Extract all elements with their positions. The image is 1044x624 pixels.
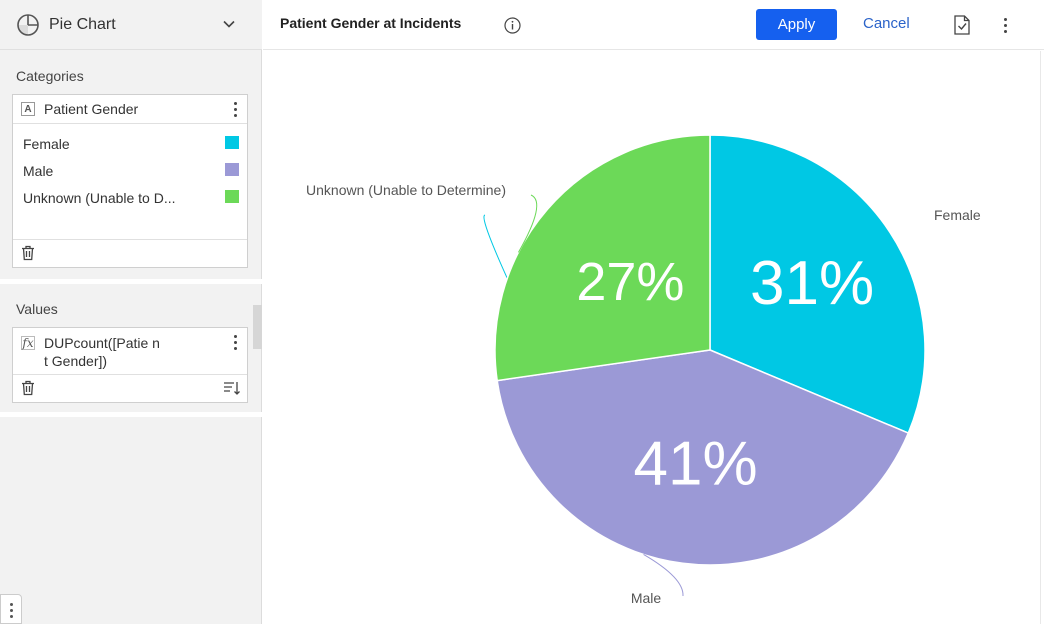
leader-line: [643, 554, 684, 597]
values-well: fx DUPcount([Patie nt Gender]): [12, 327, 248, 403]
value-field-menu-icon[interactable]: [233, 335, 237, 351]
pie-chart-icon: [17, 13, 39, 36]
color-swatch[interactable]: [225, 136, 239, 149]
color-swatch[interactable]: [225, 163, 239, 176]
slice-percent-label: 41%: [634, 430, 758, 499]
leader-line: [517, 194, 538, 253]
categories-well-footer: [13, 240, 247, 267]
category-item-male[interactable]: Male: [23, 157, 247, 184]
section-divider: [0, 412, 262, 417]
pie-slice-unknown[interactable]: [494, 134, 711, 382]
drag-handle-icon[interactable]: [0, 594, 22, 624]
panel-collapse-handle[interactable]: [253, 305, 262, 349]
category-item-label: Male: [23, 162, 54, 179]
editor-header: Patient Gender at Incidents Apply Cancel: [263, 0, 1044, 50]
values-well-footer: [13, 375, 247, 402]
categories-well: A Patient Gender Female Male Unknown (Un…: [12, 94, 248, 268]
formula-icon: fx: [21, 336, 35, 350]
slice-percent-label: 27%: [576, 252, 684, 312]
slice-category-label: Male: [631, 590, 662, 606]
slice-category-label: Female: [934, 207, 981, 223]
color-swatch[interactable]: [225, 190, 239, 203]
fields-panel: Pie Chart Categories A Patient Gender Fe…: [0, 0, 262, 624]
category-field-name: Patient Gender: [44, 101, 139, 117]
pie-chart: 31% Female 41% Male 27% Unknown (Unable to De…: [306, 134, 981, 606]
category-field-menu-icon[interactable]: [233, 102, 237, 118]
value-field[interactable]: fx DUPcount([Patie nt Gender]): [13, 328, 247, 375]
sort-icon[interactable]: [223, 380, 241, 396]
chart-type-label: Pie Chart: [49, 15, 116, 33]
trash-icon[interactable]: [21, 245, 35, 261]
pie-slice-female[interactable]: [709, 134, 926, 435]
categories-title: Categories: [16, 68, 84, 84]
category-item-unknown[interactable]: Unknown (Unable to D...: [23, 184, 247, 211]
chart-type-selector[interactable]: Pie Chart: [0, 0, 262, 50]
slice-category-label: Unknown (Unable to Determine): [306, 182, 506, 198]
category-item-female[interactable]: Female: [23, 130, 247, 157]
chart-canvas: 31% Female 41% Male 27% Unknown (Unable to De…: [263, 51, 1044, 624]
category-color-list: Female Male Unknown (Unable to D...: [13, 124, 247, 240]
values-title: Values: [16, 301, 58, 317]
info-icon[interactable]: [504, 17, 521, 34]
trash-icon[interactable]: [21, 380, 35, 396]
section-divider: [0, 279, 262, 284]
cancel-button[interactable]: Cancel: [863, 15, 910, 32]
chevron-down-icon: [223, 20, 235, 28]
pie-slice-male[interactable]: [496, 349, 910, 566]
chart-title[interactable]: Patient Gender at Incidents: [280, 15, 462, 31]
apply-button[interactable]: Apply: [756, 9, 837, 40]
value-field-expression: DUPcount([Patie nt Gender]): [44, 335, 160, 369]
category-field[interactable]: A Patient Gender: [13, 95, 247, 124]
canvas-border: [1040, 51, 1041, 624]
category-item-label: Female: [23, 135, 70, 152]
slice-percent-label: 31%: [750, 249, 874, 318]
save-document-icon[interactable]: [953, 15, 971, 35]
more-options-icon[interactable]: [1003, 18, 1007, 34]
text-type-icon: A: [21, 102, 35, 116]
category-item-label: Unknown (Unable to D...: [23, 189, 176, 206]
